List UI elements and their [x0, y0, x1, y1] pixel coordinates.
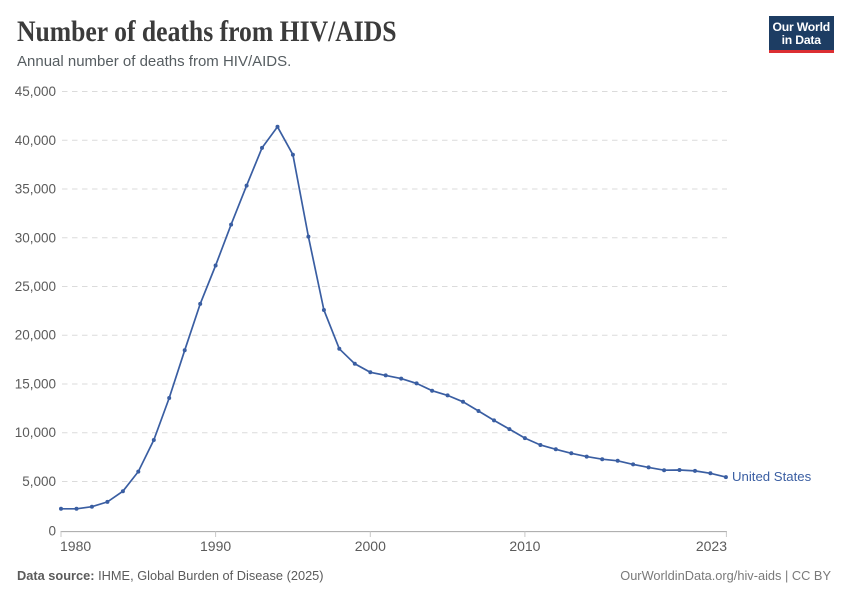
svg-text:35,000: 35,000 — [15, 182, 56, 197]
svg-text:20,000: 20,000 — [15, 328, 56, 343]
svg-text:0: 0 — [48, 523, 56, 538]
svg-text:15,000: 15,000 — [15, 377, 56, 392]
svg-text:2023: 2023 — [696, 538, 727, 554]
svg-text:United States: United States — [732, 469, 812, 484]
svg-text:30,000: 30,000 — [15, 230, 56, 245]
svg-text:10,000: 10,000 — [15, 425, 56, 440]
svg-text:25,000: 25,000 — [15, 279, 56, 294]
svg-text:45,000: 45,000 — [15, 84, 56, 99]
svg-text:5,000: 5,000 — [22, 474, 56, 489]
svg-text:2000: 2000 — [355, 538, 386, 554]
svg-text:1990: 1990 — [200, 538, 231, 554]
svg-text:40,000: 40,000 — [15, 133, 56, 148]
svg-text:1980: 1980 — [60, 538, 91, 554]
svg-text:2010: 2010 — [509, 538, 540, 554]
